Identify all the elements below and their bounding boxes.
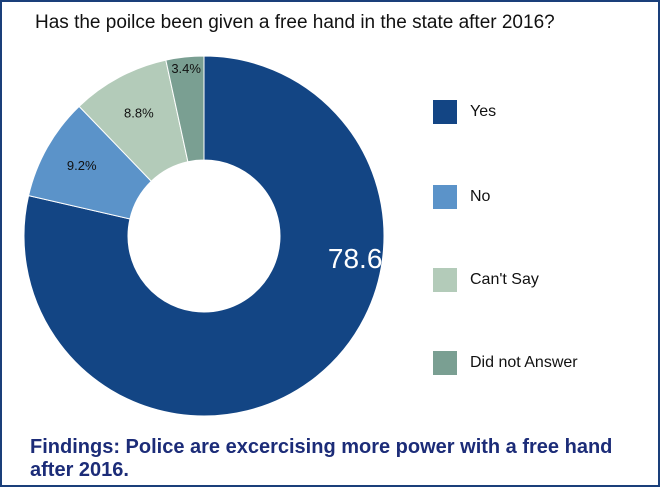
- legend-swatch-did-not-answer: [433, 351, 457, 375]
- slice-label-did-not-answer: 3.4%: [171, 61, 201, 76]
- legend-label-did-not-answer: Did not Answer: [470, 354, 578, 371]
- chart-title: Has the poilce been given a free hand in…: [35, 12, 555, 33]
- donut-slice-did-not-answer: [165, 55, 205, 163]
- legend-label-yes: Yes: [470, 103, 497, 120]
- slice-label-yes: 78.6%: [328, 243, 407, 274]
- findings-note: Findings: Police are excercising more po…: [30, 436, 613, 481]
- slice-label-cant-say: 8.8%: [124, 105, 154, 120]
- legend-swatch-cant-say: [433, 268, 457, 292]
- legend-swatch-yes: [433, 100, 457, 124]
- legend-label-no: No: [470, 188, 491, 205]
- donut-slice-yes: [23, 55, 385, 417]
- legend-swatch-no: [433, 185, 457, 209]
- slice-label-no: 9.2%: [67, 158, 97, 173]
- legend-label-cant-say: Can't Say: [470, 271, 539, 288]
